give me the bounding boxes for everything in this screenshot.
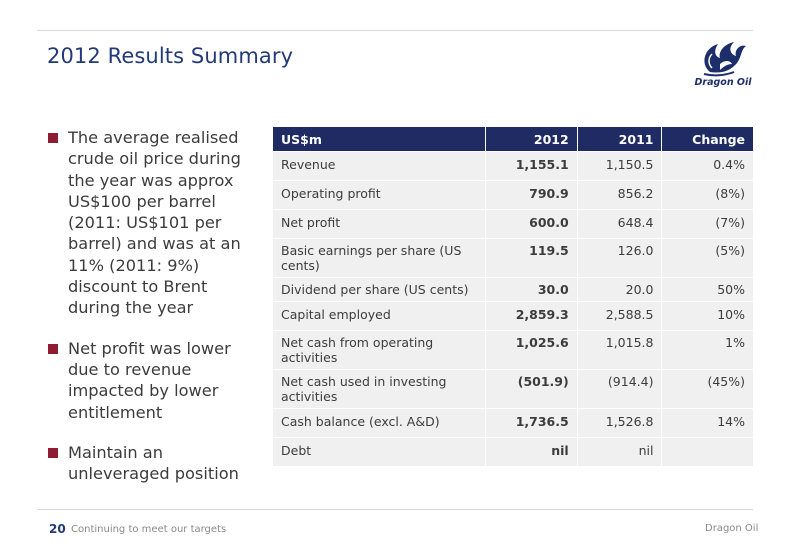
column-header-change: Change bbox=[662, 127, 753, 151]
value-2011: 126.0 bbox=[577, 239, 662, 277]
column-header-label: US$m bbox=[273, 127, 485, 151]
row-label: Net cash from operating activities bbox=[273, 331, 485, 369]
value-2011: 648.4 bbox=[577, 210, 662, 238]
row-label: Basic earnings per share (US cents) bbox=[273, 239, 485, 277]
table-row: Dividend per share (US cents) 30.0 20.0 … bbox=[273, 278, 753, 301]
table-row: Basic earnings per share (US cents) 119.… bbox=[273, 239, 753, 277]
row-label: Debt bbox=[273, 438, 485, 466]
table-row: Debt nil nil bbox=[273, 438, 753, 466]
value-change: 10% bbox=[662, 302, 753, 330]
table-row: Net cash from operating activities 1,025… bbox=[273, 331, 753, 369]
table-row: Cash balance (excl. A&D) 1,736.5 1,526.8… bbox=[273, 409, 753, 437]
value-2012: 2,859.3 bbox=[486, 302, 577, 330]
value-change: 50% bbox=[662, 278, 753, 301]
value-2011: 2,588.5 bbox=[577, 302, 662, 330]
bullet-text: Net profit was lower due to revenue impa… bbox=[68, 338, 231, 422]
table-row: Net profit 600.0 648.4 (7%) bbox=[273, 210, 753, 238]
value-2011: 1,526.8 bbox=[577, 409, 662, 437]
value-2011: (914.4) bbox=[577, 370, 662, 408]
table-header-row: US$m 2012 2011 Change bbox=[273, 127, 753, 151]
value-2012: nil bbox=[486, 438, 577, 466]
bullet-text: Maintain an unleveraged position bbox=[68, 442, 239, 484]
value-2011: 1,015.8 bbox=[577, 331, 662, 369]
logo-text: Dragon Oil bbox=[694, 77, 752, 88]
value-change: (5%) bbox=[662, 239, 753, 277]
row-label: Net profit bbox=[273, 210, 485, 238]
row-label: Capital employed bbox=[273, 302, 485, 330]
table-row: Operating profit 790.9 856.2 (8%) bbox=[273, 181, 753, 209]
bullet-item: Net profit was lower due to revenue impa… bbox=[48, 338, 263, 423]
bullet-square-icon bbox=[48, 447, 58, 458]
value-2012: 1,155.1 bbox=[486, 152, 577, 180]
results-table: US$m 2012 2011 Change Revenue 1,155.1 1,… bbox=[272, 126, 754, 467]
value-2012: 1,736.5 bbox=[486, 409, 577, 437]
bullet-text: The average realised crude oil price dur… bbox=[68, 128, 241, 318]
value-change: 1% bbox=[662, 331, 753, 369]
bullet-square-icon bbox=[48, 343, 58, 354]
value-2012: 1,025.6 bbox=[486, 331, 577, 369]
top-divider bbox=[37, 30, 753, 31]
footer-text: Continuing to meet our targets bbox=[71, 524, 227, 535]
row-label: Dividend per share (US cents) bbox=[273, 278, 485, 301]
row-label: Net cash used in investing activities bbox=[273, 370, 485, 408]
value-change: 0.4% bbox=[662, 152, 753, 180]
bullet-list: The average realised crude oil price dur… bbox=[48, 127, 263, 503]
value-change: (8%) bbox=[662, 181, 753, 209]
value-2012: (501.9) bbox=[486, 370, 577, 408]
value-2011: 856.2 bbox=[577, 181, 662, 209]
value-2012: 30.0 bbox=[486, 278, 577, 301]
table-row: Revenue 1,155.1 1,150.5 0.4% bbox=[273, 152, 753, 180]
company-logo: Dragon Oil bbox=[690, 34, 756, 92]
page-number: 20 bbox=[49, 522, 66, 536]
table-row: Capital employed 2,859.3 2,588.5 10% bbox=[273, 302, 753, 330]
bullet-item: The average realised crude oil price dur… bbox=[48, 127, 263, 319]
row-label: Cash balance (excl. A&D) bbox=[273, 409, 485, 437]
value-change: (45%) bbox=[662, 370, 753, 408]
row-label: Operating profit bbox=[273, 181, 485, 209]
value-2012: 790.9 bbox=[486, 181, 577, 209]
footer-company: Dragon Oil bbox=[705, 523, 759, 534]
column-header-2011: 2011 bbox=[577, 127, 662, 151]
value-2011: 1,150.5 bbox=[577, 152, 662, 180]
bottom-divider bbox=[37, 509, 753, 510]
value-2012: 119.5 bbox=[486, 239, 577, 277]
bullet-item: Maintain an unleveraged position bbox=[48, 442, 263, 485]
value-change bbox=[662, 438, 753, 466]
column-header-2012: 2012 bbox=[486, 127, 577, 151]
page-title: 2012 Results Summary bbox=[47, 44, 294, 68]
value-2011: nil bbox=[577, 438, 662, 466]
value-change: (7%) bbox=[662, 210, 753, 238]
value-change: 14% bbox=[662, 409, 753, 437]
table-row: Net cash used in investing activities (5… bbox=[273, 370, 753, 408]
value-2011: 20.0 bbox=[577, 278, 662, 301]
row-label: Revenue bbox=[273, 152, 485, 180]
dragon-icon bbox=[703, 42, 746, 77]
bullet-square-icon bbox=[48, 133, 58, 143]
value-2012: 600.0 bbox=[486, 210, 577, 238]
